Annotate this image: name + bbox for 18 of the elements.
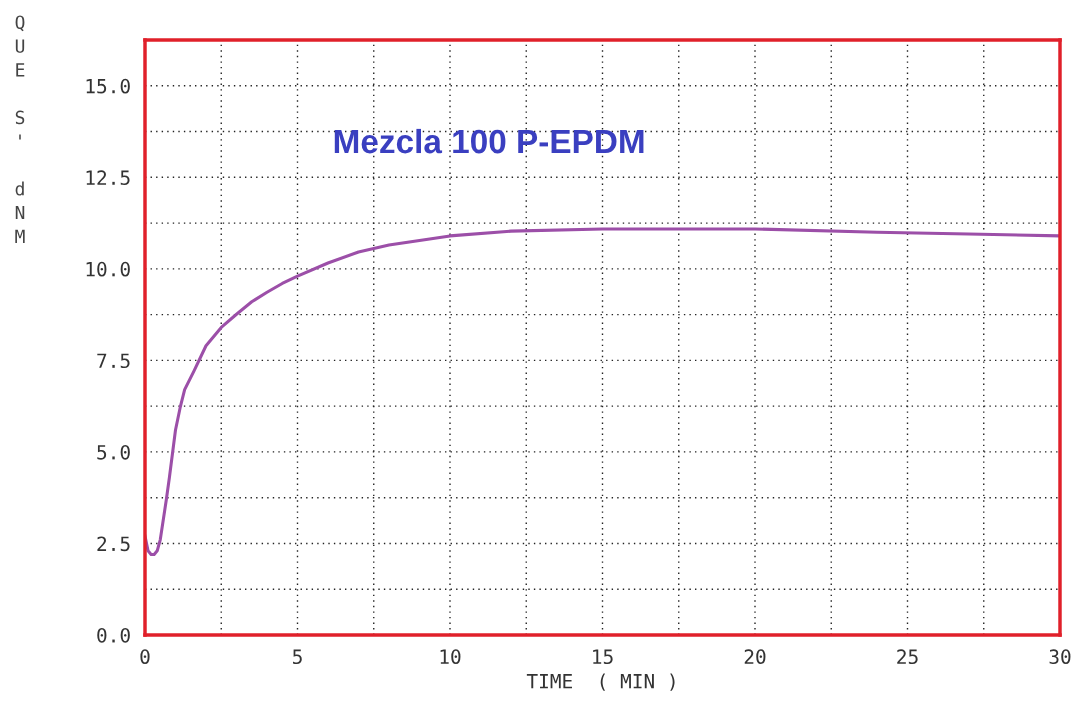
- y-tick-label: 7.5: [97, 353, 130, 369]
- x-tick-label: 5: [293, 649, 302, 665]
- y-tick-label: 0.0: [97, 628, 130, 643]
- y-tick-label: 5.0: [97, 444, 130, 460]
- x-tick-label: 30: [1049, 649, 1071, 665]
- x-axis-title: TIME ( MIN ): [526, 673, 675, 691]
- y-tick-label: 15.0: [86, 78, 130, 94]
- y-tick-label: 12.5: [86, 170, 130, 186]
- x-tick-label: 15: [593, 649, 613, 665]
- x-tick-label: 20: [744, 649, 766, 665]
- x-tick-label: 25: [897, 649, 918, 665]
- line-series: [145, 227, 1060, 556]
- x-tick-label: 0: [140, 649, 150, 665]
- text: QUE S' dNM: [15, 15, 25, 243]
- text: Mezcla 100 P-EPDM: [334, 128, 644, 154]
- y-tick-label: 10.0: [86, 261, 130, 277]
- x-tick-label: 10: [440, 649, 461, 665]
- y-tick-label: 2.5: [97, 536, 130, 552]
